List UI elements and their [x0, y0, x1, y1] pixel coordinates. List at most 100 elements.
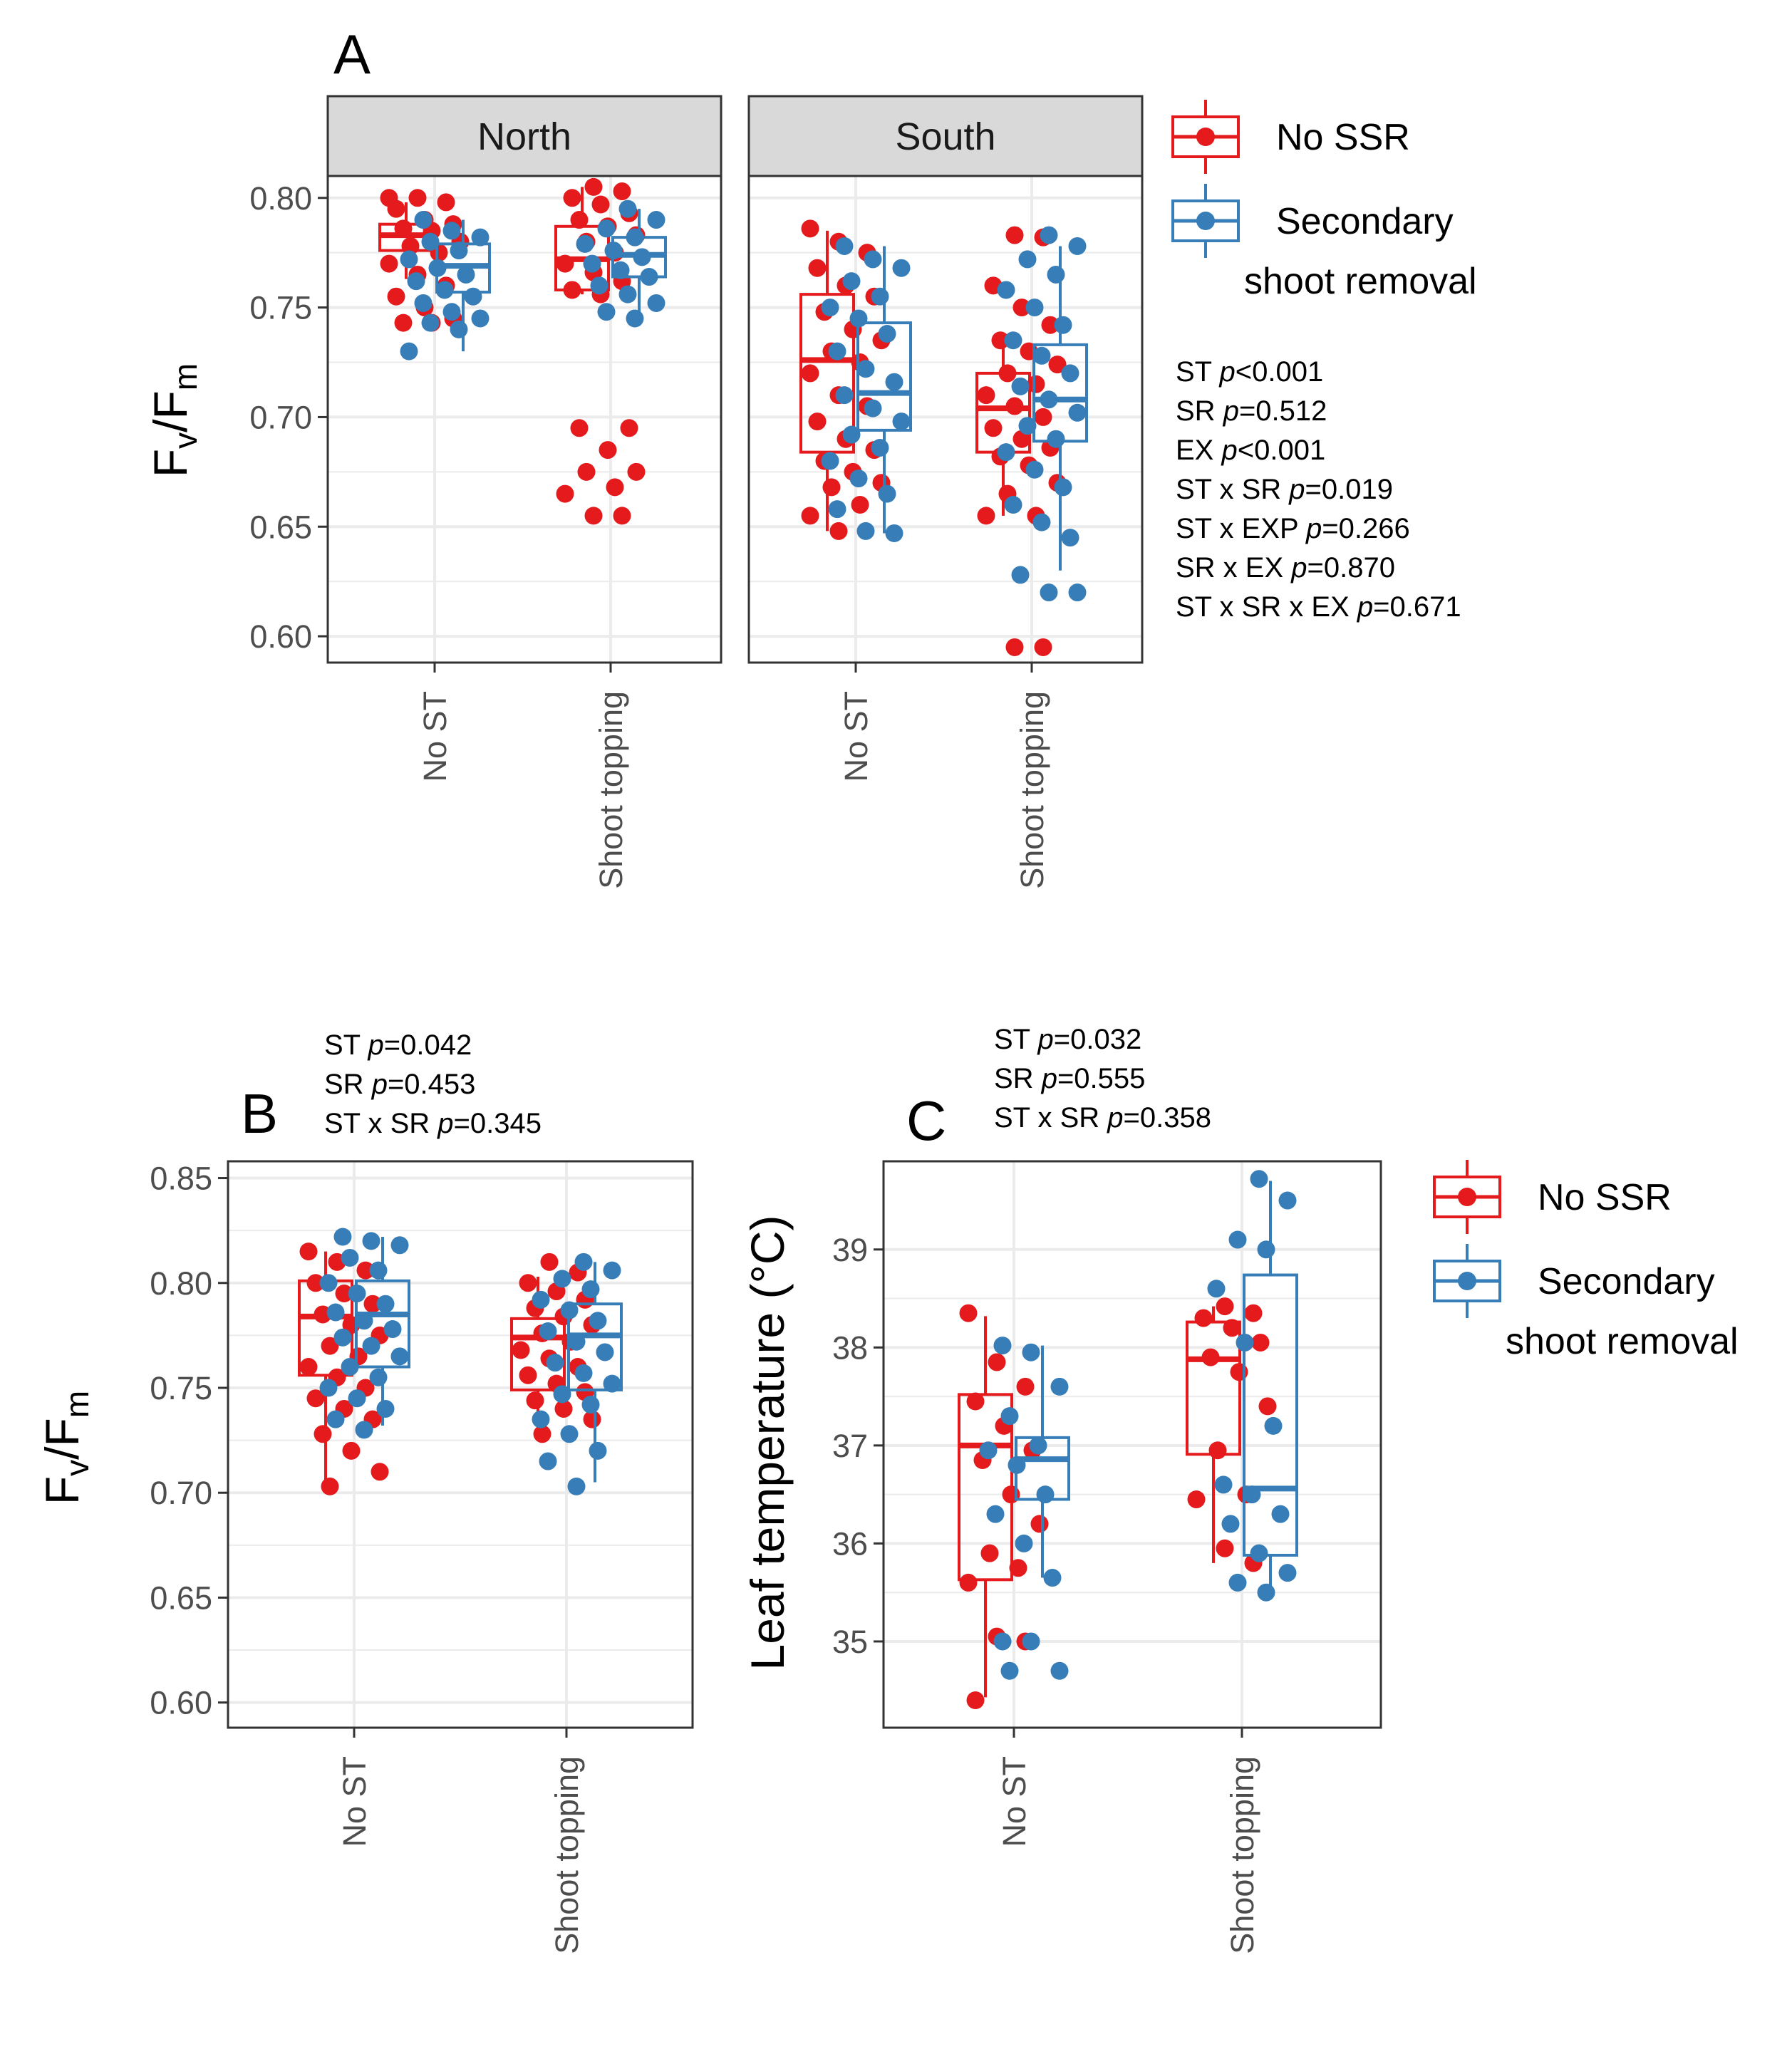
stat-term: SR [1176, 395, 1223, 427]
data-point [1050, 1377, 1069, 1396]
data-point [613, 507, 631, 525]
box [1243, 1273, 1298, 1557]
stat-line: ST x EXP p=0.266 [1176, 513, 1410, 544]
ylabel-sub-m: m [58, 1391, 95, 1418]
data-point [1257, 1240, 1275, 1259]
data-point [362, 1337, 380, 1355]
data-point [1223, 1319, 1241, 1337]
box [1186, 1320, 1241, 1456]
data-point [1244, 1304, 1263, 1322]
data-point [390, 1347, 409, 1366]
data-point [400, 250, 418, 269]
data-point [333, 1228, 352, 1246]
data-point [421, 313, 440, 332]
panel-border [326, 175, 723, 664]
y-axis-label: Fv/Fm [36, 1391, 95, 1505]
data-point [577, 462, 596, 481]
data-point [596, 1343, 614, 1361]
stat-line: SR x EX p=0.870 [1176, 552, 1395, 583]
data-point [856, 360, 875, 378]
stat-value: =0.671 [1373, 591, 1461, 623]
boxplot-ssr-1 [997, 226, 1088, 602]
data-point [464, 287, 482, 306]
data-point [1048, 356, 1067, 374]
data-point [355, 1312, 373, 1330]
data-point [851, 495, 869, 514]
stat-p: p [1290, 552, 1307, 583]
data-point [1187, 1490, 1206, 1509]
legend-key-no-ssr [1433, 1160, 1501, 1234]
data-point [590, 276, 608, 295]
data-point [1032, 513, 1051, 531]
data-point [979, 1441, 998, 1460]
data-point [1228, 1230, 1247, 1249]
data-point [633, 248, 651, 266]
panel-letter-a: A [333, 23, 371, 85]
data-point [993, 1337, 1012, 1355]
y-tick-label: 0.60 [150, 1685, 212, 1721]
data-point [356, 1261, 375, 1280]
data-point [828, 500, 846, 519]
data-point [341, 1248, 359, 1267]
data-point [363, 1295, 382, 1313]
data-point [401, 237, 420, 255]
data-point [849, 309, 868, 328]
data-point [1054, 478, 1072, 497]
data-point [1015, 1534, 1033, 1552]
stat-p: p [1107, 1102, 1123, 1134]
y-tick-label: 0.70 [249, 399, 312, 435]
data-point [1257, 1583, 1275, 1602]
data-point [584, 177, 603, 196]
stat-term: SR x EX [1176, 552, 1291, 583]
data-point [1068, 583, 1087, 602]
legend-label-ssr: Secondary [1538, 1261, 1715, 1302]
data-point [618, 285, 637, 304]
data-point [1004, 495, 1022, 514]
y-tick-label: 0.65 [150, 1579, 212, 1616]
data-point [613, 182, 631, 201]
data-point [878, 325, 896, 343]
boxplot-ssr-1 [576, 199, 667, 328]
data-point [1216, 1539, 1234, 1557]
data-point [376, 1399, 395, 1418]
data-point [1040, 583, 1058, 602]
data-point [620, 419, 638, 437]
data-point [871, 438, 889, 457]
data-point [871, 287, 889, 306]
data-point [553, 1385, 571, 1404]
data-point [864, 399, 882, 417]
stat-p: p [1305, 513, 1322, 544]
data-point [856, 522, 875, 540]
data-point [519, 1274, 537, 1292]
stat-value: =0.358 [1124, 1102, 1211, 1134]
plot-area [328, 176, 721, 663]
x-tick-label: No ST [996, 1756, 1032, 1847]
data-point [421, 232, 440, 251]
stat-term: ST x SR [994, 1102, 1107, 1134]
stat-value: =0.870 [1307, 552, 1395, 583]
y-tick-label: 37 [832, 1428, 868, 1464]
stat-p: p [1219, 356, 1236, 388]
data-point [560, 1301, 579, 1319]
ylabel-sub-v: v [167, 432, 204, 449]
data-point [829, 522, 848, 540]
legend-point [1196, 128, 1215, 146]
stat-p: p [1037, 1024, 1054, 1055]
stat-p: p [368, 1029, 384, 1061]
data-point [348, 1389, 366, 1408]
data-point [1027, 375, 1045, 393]
data-point [380, 254, 398, 273]
legend-key-no-ssr [1171, 100, 1240, 174]
boxplot-no-ssr-1 [975, 226, 1067, 656]
data-point [567, 1477, 586, 1495]
data-point [626, 309, 644, 328]
y-tick-label: 35 [832, 1624, 868, 1660]
stat-term: ST x SR [324, 1108, 437, 1139]
data-point [387, 199, 405, 218]
data-point [567, 1332, 586, 1351]
box [799, 293, 855, 454]
data-point [540, 1252, 559, 1271]
data-point [835, 386, 854, 405]
data-point [376, 1295, 395, 1313]
